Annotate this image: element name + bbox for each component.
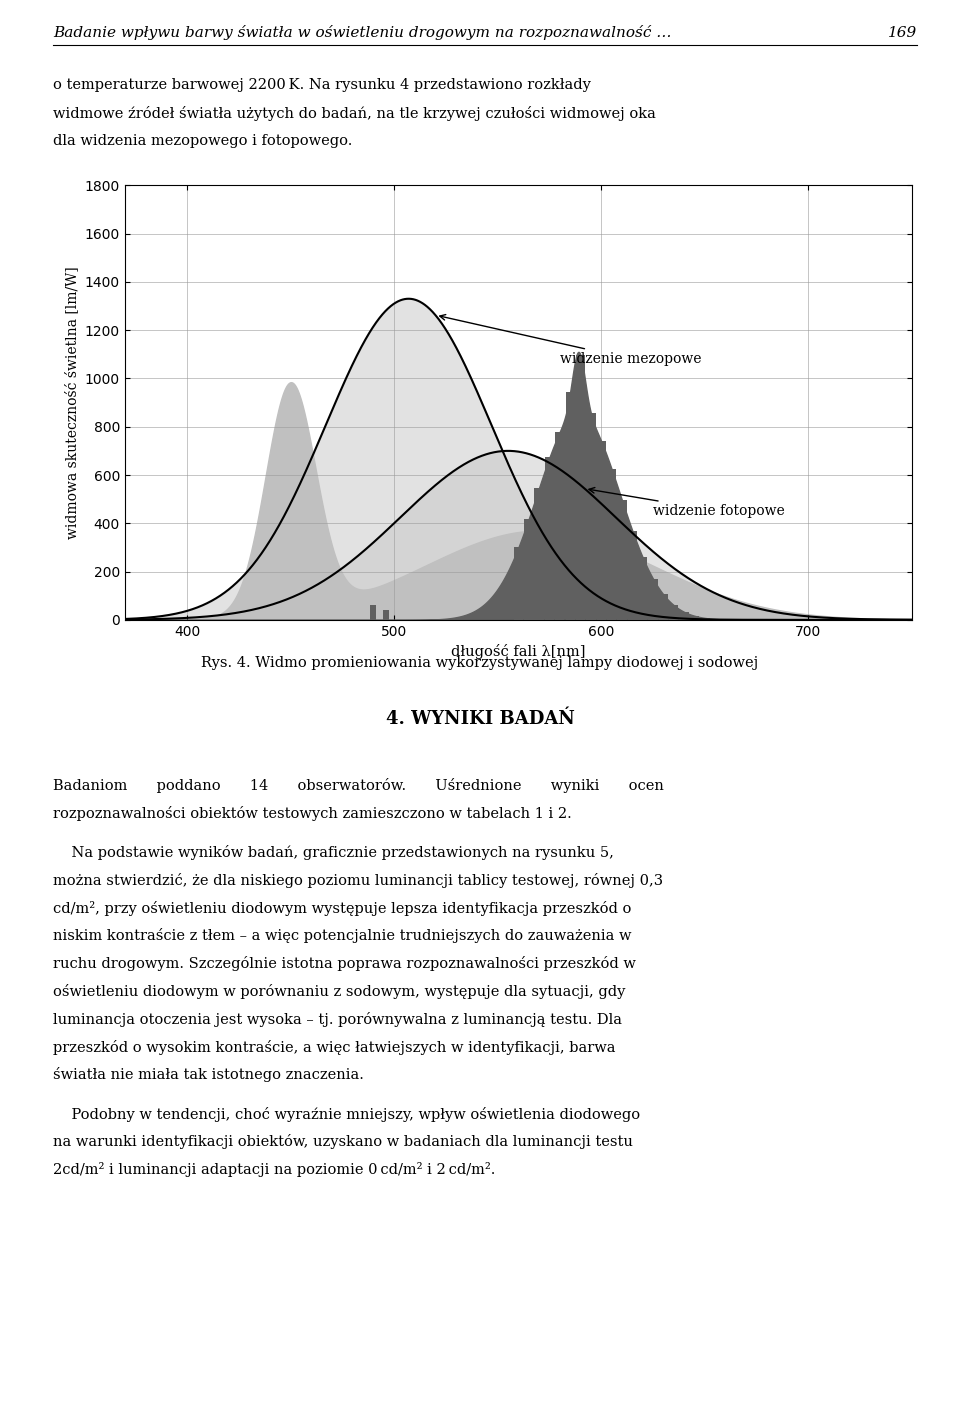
Bar	[555, 432, 564, 620]
Text: Badanie wpływu barwy światła w oświetleniu drogowym na rozpoznawalność …: Badanie wpływu barwy światła w oświetlen…	[53, 24, 671, 40]
Bar	[596, 442, 606, 620]
Bar	[634, 596, 639, 620]
Bar	[648, 579, 658, 620]
Bar	[524, 519, 534, 620]
X-axis label: długość fali λ[nm]: długość fali λ[nm]	[451, 644, 586, 660]
Bar	[629, 584, 636, 620]
Bar	[371, 606, 376, 620]
Bar	[576, 355, 586, 620]
Text: światła nie miała tak istotnego znaczenia.: światła nie miała tak istotnego znaczeni…	[53, 1067, 364, 1083]
Text: rozpoznawalności obiektów testowych zamieszczono w tabelach 1 i 2.: rozpoznawalności obiektów testowych zami…	[53, 807, 571, 821]
Text: Badaniom  poddano  14  obserwatorów.  Uśrednione  wyniki  ocen: Badaniom poddano 14 obserwatorów. Uśredn…	[53, 778, 663, 794]
Y-axis label: widmowa skuteczność świetlna [lm/W]: widmowa skuteczność świetlna [lm/W]	[65, 266, 79, 539]
Bar	[565, 392, 575, 620]
Bar	[514, 547, 523, 620]
Text: 169: 169	[888, 26, 917, 40]
Text: dla widzenia mezopowego i fotopowego.: dla widzenia mezopowego i fotopowego.	[53, 134, 352, 148]
Text: na warunki identyfikacji obiektów, uzyskano w badaniach dla luminancji testu: na warunki identyfikacji obiektów, uzysk…	[53, 1134, 633, 1150]
Bar	[607, 469, 616, 620]
Text: przeszkód o wysokim kontraście, a więc łatwiejszych w identyfikacji, barwa: przeszkód o wysokim kontraście, a więc ł…	[53, 1040, 615, 1054]
Text: ruchu drogowym. Szczególnie istotna poprawa rozpoznawalności przeszkód w: ruchu drogowym. Szczególnie istotna popr…	[53, 956, 636, 972]
Bar	[545, 457, 554, 620]
Bar	[617, 500, 627, 620]
Bar	[700, 618, 709, 620]
Bar	[587, 413, 595, 620]
Bar	[628, 530, 637, 620]
Bar	[383, 610, 389, 620]
Bar	[680, 611, 688, 620]
Bar	[535, 487, 543, 620]
Text: widmowe źródeł światła użytych do badań, na tle krzywej czułości widmowej oka: widmowe źródeł światła użytych do badań,…	[53, 107, 656, 121]
Text: można stwierdzić, że dla niskiego poziomu luminancji tablicy testowej, równej 0,: można stwierdzić, że dla niskiego poziom…	[53, 872, 663, 888]
Text: Rys. 4. Widmo promieniowania wykorzystywanej lampy diodowej i sodowej: Rys. 4. Widmo promieniowania wykorzystyw…	[202, 656, 758, 670]
Bar	[690, 616, 699, 620]
Text: o temperaturze barwowej 2200 K. Na rysunku 4 przedstawiono rozkłady: o temperaturze barwowej 2200 K. Na rysun…	[53, 78, 590, 93]
Text: Na podstawie wyników badań, graficznie przedstawionych na rysunku 5,: Na podstawie wyników badań, graficznie p…	[53, 845, 613, 861]
Bar	[532, 600, 538, 620]
Bar	[669, 606, 679, 620]
Bar	[659, 594, 668, 620]
Text: luminancja otoczenia jest wysoka – tj. porównywalna z luminancją testu. Dla: luminancja otoczenia jest wysoka – tj. p…	[53, 1012, 622, 1027]
Text: niskim kontraście z tłem – a więc potencjalnie trudniejszych do zauważenia w: niskim kontraście z tłem – a więc potenc…	[53, 929, 632, 943]
Text: widzenie mezopowe: widzenie mezopowe	[440, 315, 702, 366]
Text: cd/m², przy oświetleniu diodowym występuje lepsza identyfikacja przeszkód o: cd/m², przy oświetleniu diodowym występu…	[53, 901, 631, 916]
Text: Podobny w tendencji, choć wyraźnie mniejszy, wpływ oświetlenia diodowego: Podobny w tendencji, choć wyraźnie mniej…	[53, 1107, 640, 1121]
Text: 4. WYNIKI BADAŃ: 4. WYNIKI BADAŃ	[386, 710, 574, 728]
Text: widzenie fotopowe: widzenie fotopowe	[588, 487, 785, 519]
Text: oświetleniu diodowym w porównaniu z sodowym, występuje dla sytuacji, gdy: oświetleniu diodowym w porównaniu z sodo…	[53, 985, 625, 999]
Bar	[638, 557, 647, 620]
Text: 2cd/m² i luminancji adaptacji na poziomie 0 cd/m² i 2 cd/m².: 2cd/m² i luminancji adaptacji na poziomi…	[53, 1163, 495, 1177]
